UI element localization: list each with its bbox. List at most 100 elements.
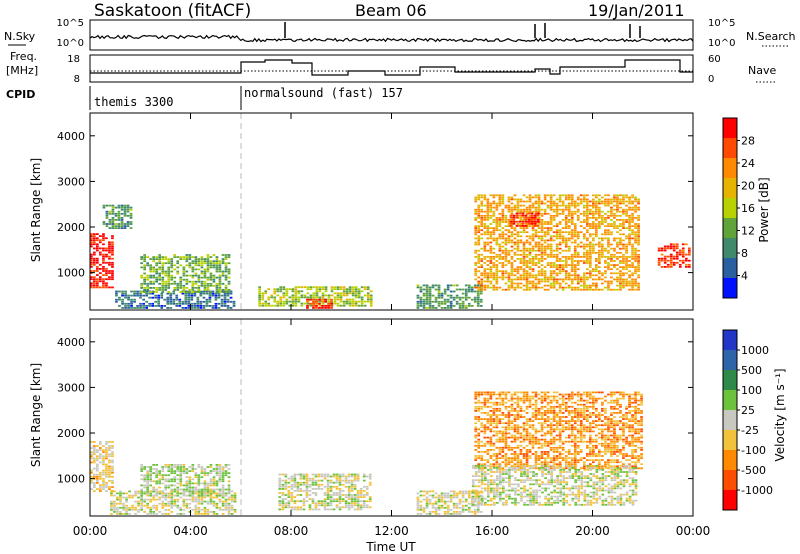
velocity-cell [90,469,93,472]
velocity-cell [489,410,493,412]
power-cell [586,253,589,256]
velocity-cell [422,490,426,493]
velocity-cell [510,453,514,455]
power-cell [589,210,592,213]
y-tick-label: 1000 [57,267,85,280]
power-cell [567,219,571,221]
velocity-cell [350,475,354,478]
power-cell [637,219,640,221]
power-cell [351,292,355,295]
power-cell [637,223,640,225]
power-cell [525,247,529,250]
power-cell [130,294,133,297]
velocity-cell [531,436,535,439]
power-cell [483,268,487,271]
power-cell [197,274,201,277]
velocity-cell [197,494,201,497]
power-cell [592,251,595,254]
power-cell [552,253,556,256]
velocity-cell [182,466,186,468]
velocity-cell [140,464,143,466]
power-cell [452,296,456,299]
power-cell [306,305,309,307]
velocity-cell [149,468,152,470]
power-cell [327,307,330,309]
velocity-cell [470,500,474,503]
velocity-cell [326,494,330,496]
power-cell [161,289,165,291]
power-cell [474,264,478,266]
power-cell [570,264,574,266]
power-cell [111,204,115,207]
power-cell [573,247,577,250]
velocity-cell [212,480,216,483]
power-cell [416,302,420,305]
power-cell [528,274,532,277]
power-cell [123,212,127,215]
power-cell [516,276,520,279]
power-cell [489,276,493,279]
power-cell [501,249,505,252]
power-cell [191,266,195,269]
velocity-cell [467,508,471,511]
power-cell [510,198,514,201]
velocity-cell [152,506,155,509]
power-cell [570,221,574,223]
power-cell [528,249,532,252]
velocity-cell [525,453,529,455]
velocity-cell [477,395,481,398]
power-cell [108,272,111,274]
velocity-cell [218,498,222,501]
velocity-cell [293,485,297,488]
power-cell [193,307,197,309]
velocity-cell [311,483,315,486]
velocity-cell [113,500,116,503]
velocity-cell [353,473,357,476]
velocity-cell [290,506,294,509]
velocity-cell [525,455,529,457]
velocity-cell [486,453,490,455]
power-cell [315,302,318,305]
velocity-cell [522,391,526,394]
power-cell [622,194,625,197]
power-cell [543,278,547,281]
power-cell [215,270,219,273]
power-cell [149,287,152,289]
power-cell [489,208,493,211]
power-cell [501,202,505,205]
velocity-cell [188,486,192,489]
power-cell [519,253,523,256]
power-cell [330,307,333,309]
power-cell [93,261,96,264]
power-cell [124,292,127,295]
power-cell [540,256,544,258]
power-cell [607,251,610,254]
velocity-cell [296,481,300,484]
velocity-cell [329,508,333,511]
power-cell [634,196,637,199]
power-cell [540,280,544,283]
velocity-cell [416,496,420,499]
power-cell [154,300,157,303]
velocity-cell [221,472,225,474]
power-cell [628,284,631,287]
power-cell [530,216,534,219]
power-cell [428,288,432,291]
power-cell [601,249,604,252]
power-cell [477,280,481,283]
power-cell [513,208,517,211]
velocity-cell [149,494,152,497]
power-cell [140,274,143,277]
power-cell [474,262,478,264]
power-cell [607,202,610,205]
power-cell [625,214,628,217]
velocity-cell [191,486,195,489]
velocity-cell [501,422,505,425]
power-cell [489,231,493,234]
velocity-cell [194,474,198,477]
velocity-cell [164,474,168,477]
power-cell [158,287,161,289]
power-cell [179,276,183,279]
power-cell [218,266,222,269]
power-cell [212,280,216,283]
